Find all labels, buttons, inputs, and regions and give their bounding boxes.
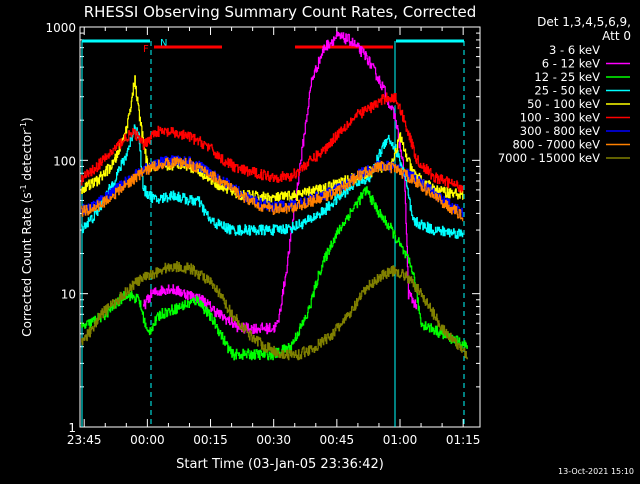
plot-frame <box>79 26 481 428</box>
series-line-5 <box>81 75 464 204</box>
legend-label: 12 - 25 keV <box>534 70 600 84</box>
chart-title: RHESSI Observing Summary Count Rates, Co… <box>84 3 477 21</box>
x-tick-label: 00:00 <box>130 433 165 447</box>
x-axis: 23:45 00:00 00:15 00:30 00:45 01:00 01:15 <box>67 27 481 447</box>
series-line-6 <box>81 92 464 193</box>
legend-label: 7000 - 15000 keV <box>498 151 600 165</box>
y-axis-label: Corrected Count Rate (s-1 detector-1) <box>19 117 34 336</box>
x-tick-label: 01:15 <box>446 433 481 447</box>
series-line-8 <box>81 156 464 222</box>
night-label: N <box>160 38 167 49</box>
x-tick-label: 00:15 <box>193 433 228 447</box>
legend-label: 100 - 300 keV <box>520 111 600 125</box>
series-line-2 <box>143 31 418 335</box>
legend-label: 300 - 800 keV <box>520 124 600 138</box>
x-axis-label: Start Time (03-Jan-05 23:36:42) <box>176 457 384 472</box>
series-group <box>81 31 468 406</box>
legend-header: Det 1,3,4,5,6,9, Att 0 <box>537 15 631 43</box>
y-tick-label: 1 <box>68 421 76 435</box>
x-tick-label: 23:45 <box>67 433 102 447</box>
flare-label: F <box>143 44 149 55</box>
x-tick-label: 00:45 <box>320 433 355 447</box>
legend-label: 3 - 6 keV <box>549 43 600 57</box>
timestamp-footer: 13-Oct-2021 15:10 <box>558 467 634 476</box>
y-tick-label: 100 <box>53 154 76 168</box>
legend-label: 50 - 100 keV <box>527 97 600 111</box>
legend-label: 6 - 12 keV <box>542 57 600 71</box>
y-tick-label: 1000 <box>45 21 76 35</box>
series-line-4 <box>81 124 464 239</box>
legend-header-detectors: Det 1,3,4,5,6,9, <box>537 15 631 29</box>
series-line-9 <box>81 261 468 361</box>
legend-label: 800 - 7000 keV <box>512 138 600 152</box>
y-tick-label: 10 <box>61 288 76 302</box>
x-tick-label: 00:30 <box>256 433 291 447</box>
legend-header-attenuator: Att 0 <box>602 29 631 43</box>
x-tick-label: 01:00 <box>383 433 418 447</box>
legend-label: 25 - 50 keV <box>534 84 600 98</box>
